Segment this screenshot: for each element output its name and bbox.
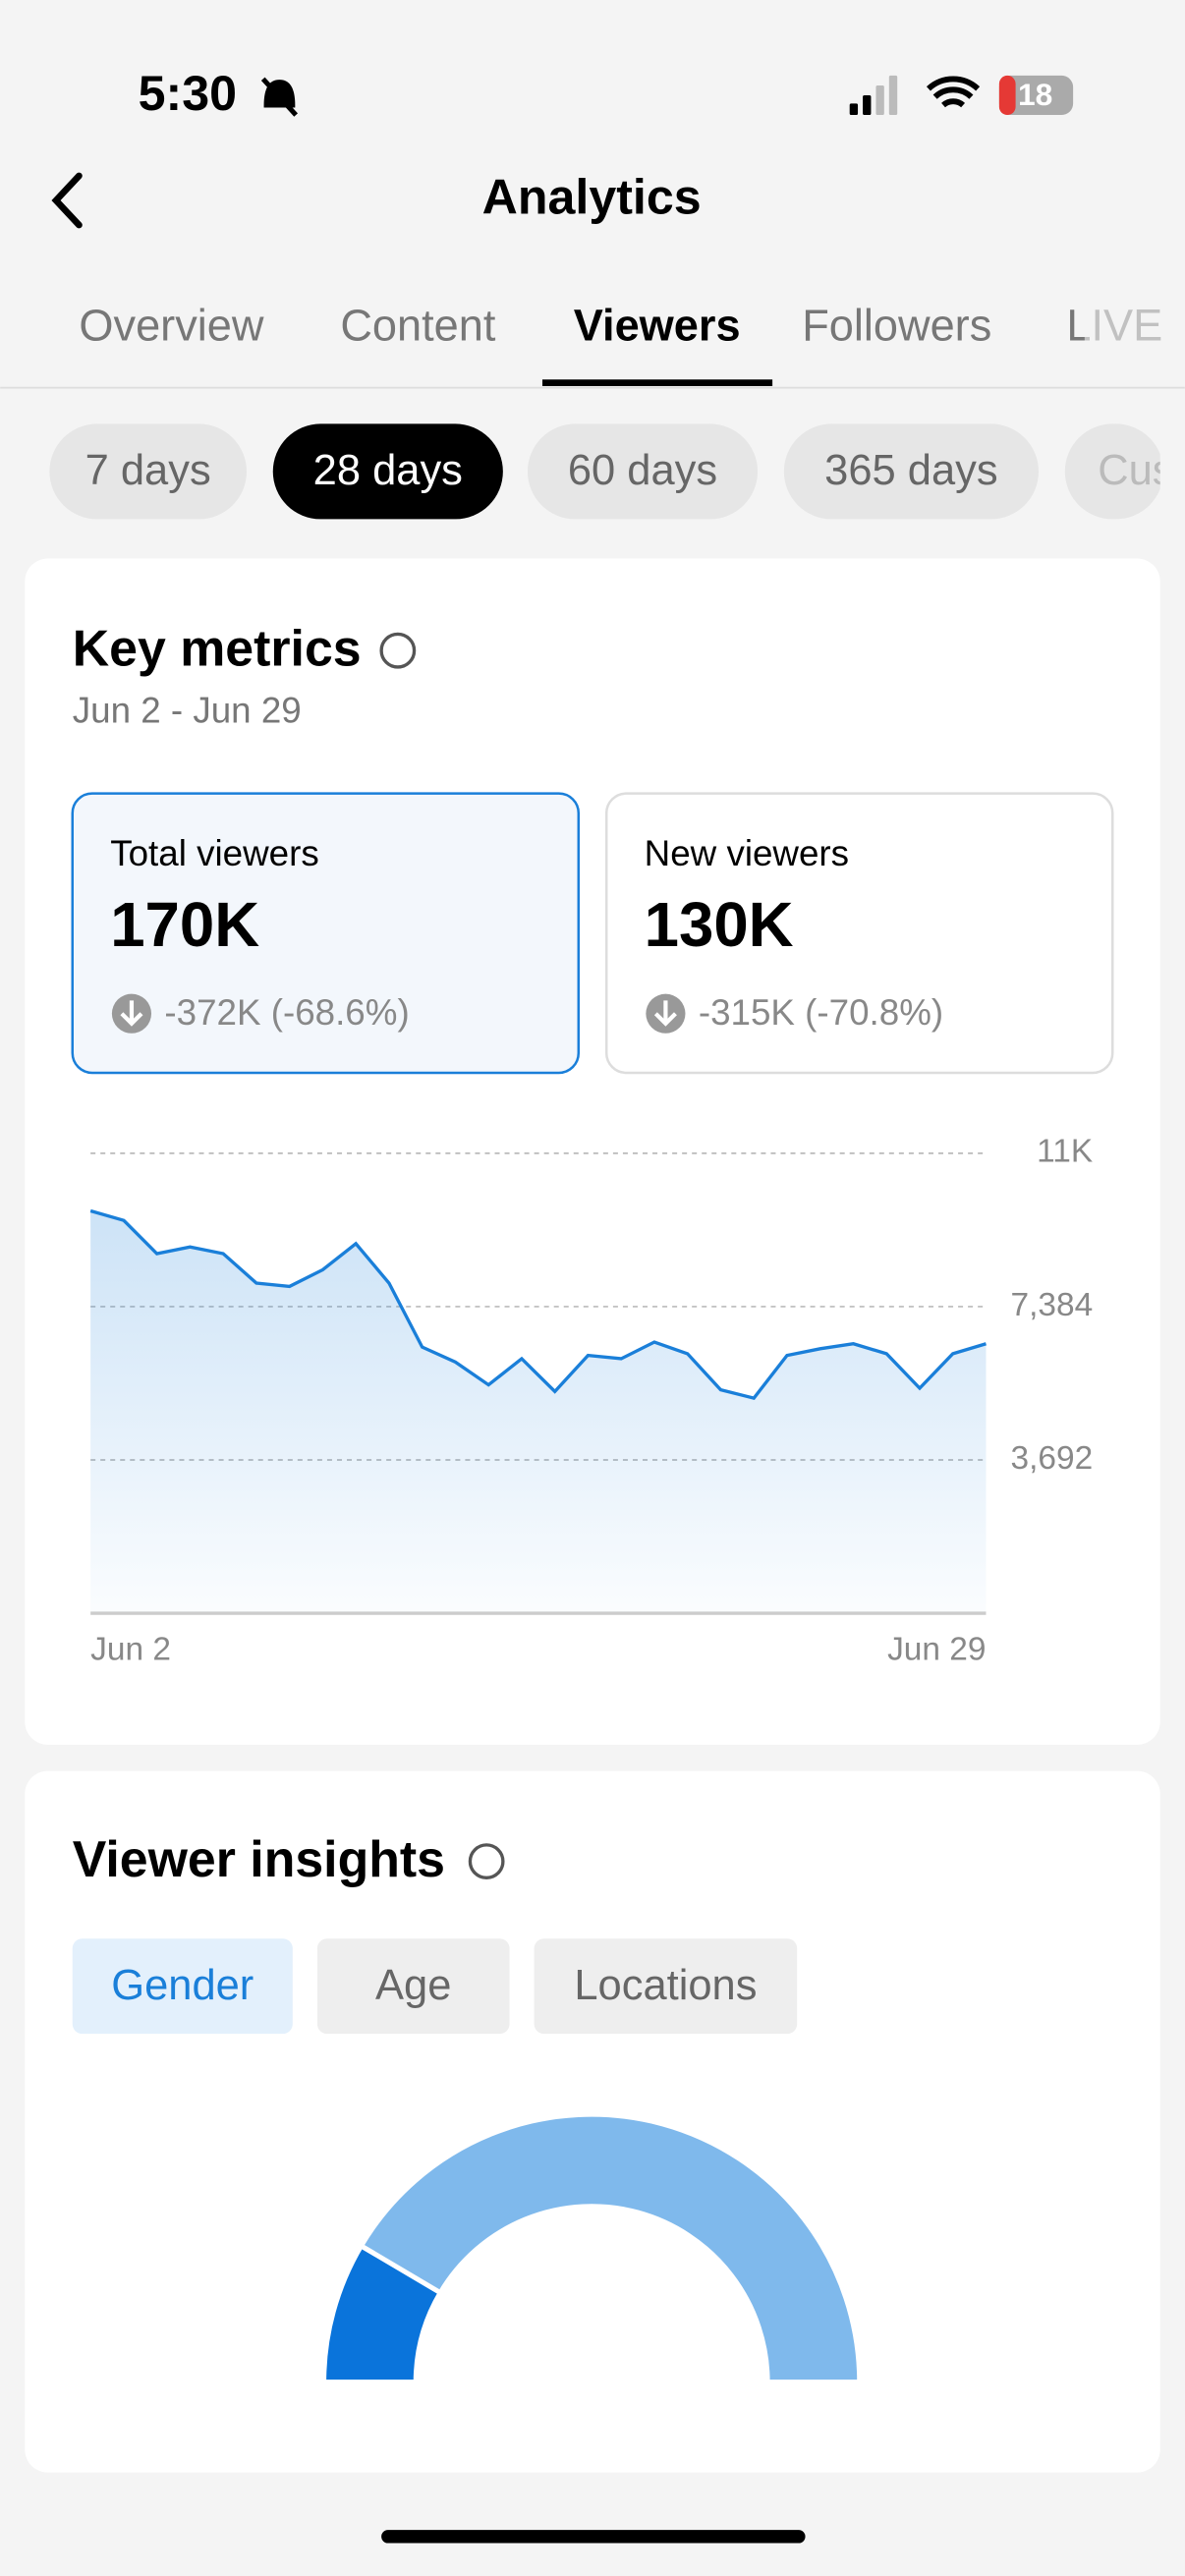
period-label[interactable]: 365 days — [824, 447, 997, 494]
battery — [998, 75, 1074, 116]
tab[interactable]: Content — [340, 300, 496, 350]
period-label[interactable]: 7 days — [85, 447, 211, 494]
metric-label: New viewers — [645, 833, 849, 873]
clock: 5:30 — [139, 66, 237, 121]
section-title: Key metrics — [73, 620, 362, 677]
tab-indicator — [541, 379, 773, 386]
metric-label: Total viewers — [110, 833, 319, 873]
line — [89, 1208, 987, 1401]
wifi-icon — [926, 76, 981, 108]
back-button[interactable] — [51, 172, 83, 229]
y-tick-label: 3,692 — [1010, 1440, 1093, 1477]
metric-value: 170K — [110, 890, 259, 960]
y-tick-label: 11K — [1037, 1134, 1093, 1170]
donut-segment — [358, 2111, 863, 2385]
chip-fade — [1159, 411, 1185, 534]
period-chip[interactable] — [272, 423, 503, 520]
tab[interactable]: Overview — [79, 300, 263, 350]
period-chip[interactable] — [49, 423, 248, 520]
period-chip[interactable] — [783, 423, 1040, 520]
section-title: Viewer insights — [73, 1830, 445, 1887]
metric-card[interactable] — [604, 792, 1114, 1075]
insight-tab[interactable] — [534, 1938, 798, 2035]
tab[interactable]: Followers — [802, 300, 991, 350]
mute-icon — [260, 77, 299, 117]
tab[interactable]: Viewers — [574, 300, 741, 350]
signal-icon — [849, 75, 898, 116]
page-title: Analytics — [482, 169, 702, 224]
insight-tab-label[interactable]: Locations — [574, 1962, 757, 2009]
info-icon[interactable] — [379, 632, 417, 669]
down-arrow — [653, 1000, 677, 1027]
x-tick-label: Jun 29 — [887, 1631, 986, 1667]
insight-tab-label[interactable]: Gender — [111, 1962, 254, 2009]
y-tick-label: 7,384 — [1010, 1287, 1093, 1323]
period-chip[interactable] — [527, 423, 759, 520]
area — [90, 1210, 987, 1614]
battery-text: 18 — [1018, 77, 1052, 112]
metric-value: 130K — [645, 890, 794, 960]
home-indicator — [381, 2530, 806, 2544]
period-chip[interactable] — [1064, 423, 1164, 520]
fade — [1084, 262, 1185, 386]
period-label[interactable]: 60 days — [568, 447, 717, 494]
insight-tab-label[interactable]: Age — [375, 1962, 451, 2009]
metric-change: -372K (-68.6%) — [164, 992, 409, 1033]
metric-change: -315K (-70.8%) — [699, 992, 943, 1033]
metric-card[interactable] — [71, 792, 581, 1075]
insight-tab[interactable] — [316, 1938, 510, 2035]
insight-tab[interactable] — [72, 1938, 293, 2035]
down-arrow — [120, 1000, 143, 1027]
x-tick-label: Jun 2 — [90, 1631, 171, 1667]
date-range: Jun 2 - Jun 29 — [73, 690, 302, 730]
info-icon[interactable] — [468, 1843, 505, 1879]
battery-level — [998, 75, 1016, 116]
period-label[interactable]: 28 days — [313, 447, 463, 494]
